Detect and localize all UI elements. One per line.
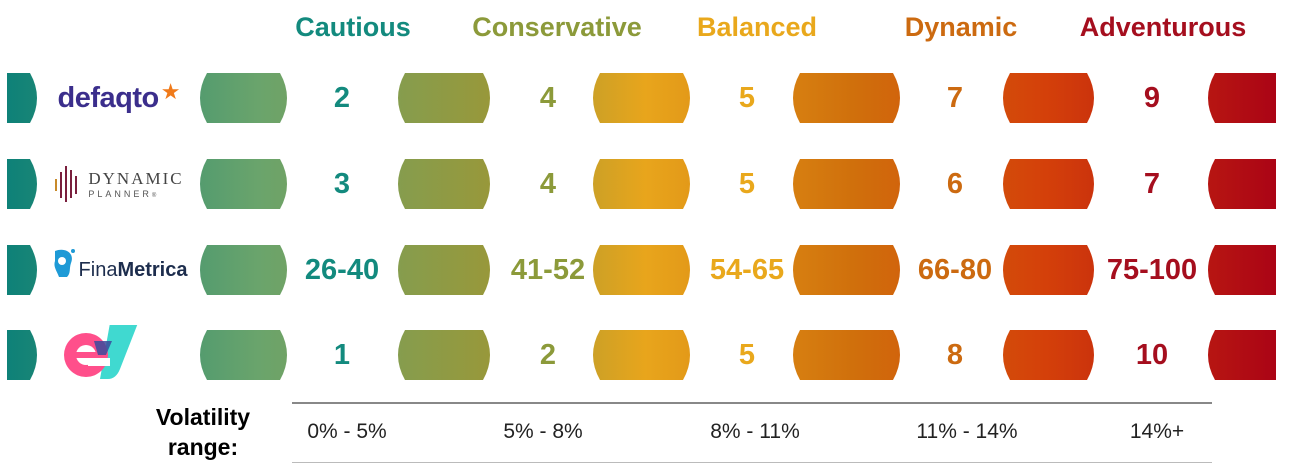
value-defaqto-adventurous: 9 [1143, 82, 1161, 114]
category-header-conservative: Conservative [472, 12, 642, 42]
volatility-label: Volatility range: [155, 404, 251, 460]
star-icon: ★ [160, 79, 181, 104]
value-finametrica-adventurous: 75-100 [1106, 254, 1198, 286]
bars-icon [55, 166, 78, 202]
ev-icon [64, 325, 138, 379]
value-defaqto-conservative: 4 [539, 82, 557, 114]
band-cutout [30, 159, 207, 209]
value-finametrica-cautious: 26-40 [304, 254, 380, 286]
category-header-balanced: Balanced [696, 12, 818, 42]
band-cutout [1087, 159, 1215, 209]
band-cutout [280, 73, 405, 123]
volatility-top-rule [292, 402, 1212, 404]
band-cutout [30, 245, 207, 295]
band-cutout [280, 159, 405, 209]
value-finametrica-balanced: 54-65 [709, 254, 785, 286]
value-finametrica-dynamic: 66-80 [917, 254, 993, 286]
defaqto-logo: defaqto ★ [57, 79, 181, 114]
volatility-bottom-rule [292, 462, 1212, 463]
volatility-range-conservative: 5% - 8% [503, 420, 583, 443]
value-dynamic-planner-adventurous: 7 [1143, 168, 1161, 200]
value-defaqto-cautious: 2 [333, 82, 351, 114]
value-finametrica-conservative: 41-52 [510, 254, 586, 286]
head-icon [53, 249, 75, 277]
band-cutout [280, 245, 405, 295]
band-cutout [1087, 245, 1215, 295]
band-row-2 [7, 159, 1276, 209]
dynamic-planner-logo: DYNAMIC PLANNER® [28, 159, 210, 209]
category-header-adventurous: Adventurous [1079, 12, 1247, 42]
band-cutout [683, 73, 800, 123]
band-cutout [1087, 330, 1215, 380]
band-row-4 [7, 330, 1276, 380]
band-cutout [683, 159, 800, 209]
band-cutout [1087, 73, 1215, 123]
volatility-range-dynamic: 11% - 14% [916, 420, 1018, 443]
value-dynamic-planner-cautious: 3 [333, 168, 351, 200]
ev-logo [28, 325, 210, 380]
band-cutout [483, 330, 600, 380]
band-cutout [893, 159, 1010, 209]
value-ev-conservative: 2 [539, 339, 557, 371]
value-dynamic-planner-dynamic: 6 [946, 168, 964, 200]
value-defaqto-balanced: 5 [738, 82, 756, 114]
value-ev-dynamic: 8 [946, 339, 964, 371]
volatility-range-adventurous: 14%+ [1129, 420, 1185, 443]
category-header-dynamic: Dynamic [904, 12, 1018, 42]
finametrica-logo: FinaMetrica [28, 245, 210, 295]
band-row-3 [7, 245, 1276, 295]
band-cutout [30, 73, 207, 123]
value-ev-adventurous: 10 [1135, 339, 1169, 371]
band-row-1 [7, 73, 1276, 123]
category-header-cautious: Cautious [295, 12, 411, 42]
band-cutout [683, 330, 800, 380]
band-cutout [483, 245, 600, 295]
band-cutout [483, 73, 600, 123]
band-cutout [683, 245, 800, 295]
value-ev-balanced: 5 [738, 339, 756, 371]
band-cutout [893, 245, 1010, 295]
band-cutout [280, 330, 405, 380]
band-cutout [893, 73, 1010, 123]
value-defaqto-dynamic: 7 [946, 82, 964, 114]
volatility-range-balanced: 8% - 11% [710, 420, 800, 443]
value-dynamic-planner-balanced: 5 [738, 168, 756, 200]
value-dynamic-planner-conservative: 4 [539, 168, 557, 200]
band-cutout [893, 330, 1010, 380]
band-cutout [483, 159, 600, 209]
value-ev-cautious: 1 [333, 339, 351, 371]
volatility-range-cautious: 0% - 5% [307, 420, 387, 443]
